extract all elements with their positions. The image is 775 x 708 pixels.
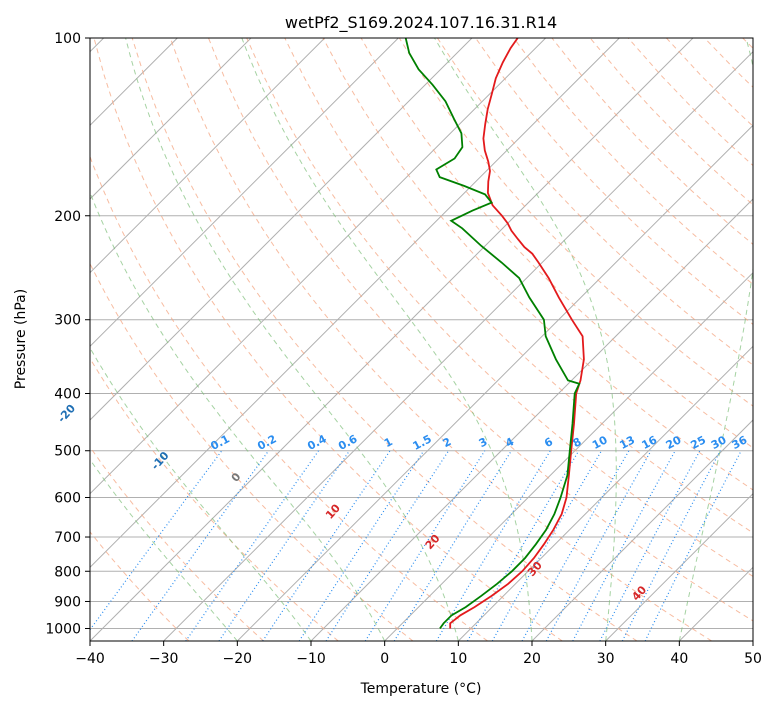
isotherm-gridline xyxy=(384,271,753,641)
mixing-ratio-label: 25 xyxy=(688,433,708,452)
x-tick-label: 20 xyxy=(523,651,541,667)
x-tick-label: 10 xyxy=(449,651,467,667)
dry-adiabat xyxy=(208,38,753,622)
mixing-ratio-label: 36 xyxy=(730,433,750,452)
mixing-ratio-line xyxy=(521,450,630,641)
isotherm-gridline xyxy=(457,345,753,641)
chart-title: wetPf2_S169.2024.107.16.31.R14 xyxy=(285,13,557,33)
x-tick-label: 40 xyxy=(670,651,688,667)
dry-adiabat xyxy=(90,446,264,641)
mixing-ratio-line xyxy=(298,450,425,641)
x-tick-label: 0 xyxy=(380,651,389,667)
dry-adiabat xyxy=(513,38,753,285)
isotherm-gridline xyxy=(605,492,753,641)
background-lines xyxy=(90,38,753,641)
y-tick-label: 600 xyxy=(54,490,81,506)
dry-adiabat xyxy=(398,38,753,407)
mixing-ratio-line xyxy=(218,450,350,641)
temperature-profile xyxy=(449,38,585,629)
isotherm-gridline xyxy=(90,38,326,274)
mixing-ratio-label: 13 xyxy=(617,433,637,452)
mixing-ratio-line xyxy=(572,450,676,641)
mixing-ratio-line xyxy=(262,450,391,641)
dewpoint-profile xyxy=(404,38,581,630)
isotherm-gridline xyxy=(90,38,252,200)
isotherm-gridline xyxy=(90,38,547,495)
dry-adiabat xyxy=(90,262,414,641)
dry-adiabat xyxy=(93,38,563,641)
dry-adiabat xyxy=(131,38,638,641)
y-tick-label: 1000 xyxy=(45,621,81,637)
isotherm-gridline xyxy=(531,419,753,641)
dry-adiabat xyxy=(90,155,488,641)
mixing-ratio-label: 30 xyxy=(709,433,729,452)
mixing-ratio-label: 10 xyxy=(590,433,610,452)
dry-adiabat xyxy=(90,357,339,641)
dry-adiabat xyxy=(284,38,753,534)
isotherm-gridline xyxy=(90,38,694,641)
y-tick-label: 100 xyxy=(54,31,81,47)
line-labels: 0.10.20.40.611.52346810131620253036-100-… xyxy=(55,402,750,604)
dry-adiabat xyxy=(169,38,712,641)
y-tick-label: 700 xyxy=(54,530,81,546)
mixing-ratio-label: 20 xyxy=(664,433,684,452)
x-tick-label: −30 xyxy=(149,651,179,667)
x-tick-label: −40 xyxy=(75,651,105,667)
isotherm-gridline xyxy=(236,124,753,641)
mixing-ratio-line xyxy=(364,450,486,641)
y-tick-label: 300 xyxy=(54,313,81,329)
mixing-ratio-line xyxy=(599,450,701,641)
mixing-ratio-line xyxy=(90,450,223,631)
y-tick-label: 200 xyxy=(54,209,81,225)
x-tick-label: 30 xyxy=(597,651,615,667)
mixing-ratio-label: 16 xyxy=(640,433,660,452)
axis-ticks: −40 −30 −20 −10 0 10 20 30 40 50 1000 900 800 700 600 5… xyxy=(45,31,762,667)
mixing-ratio-line xyxy=(393,450,512,641)
x-tick-label: −20 xyxy=(223,651,253,667)
series-lines xyxy=(404,38,585,630)
isotherm-gridline xyxy=(163,50,753,641)
moist-adiabat xyxy=(125,38,459,641)
mixing-ratio-line xyxy=(131,450,270,641)
y-tick-label: 800 xyxy=(54,564,81,580)
y-tick-label: 400 xyxy=(54,387,81,403)
y-axis-label: Pressure (hPa) xyxy=(13,289,29,389)
dry-adiabat xyxy=(246,38,753,578)
y-tick-label: 900 xyxy=(54,594,81,610)
mixing-ratio-line xyxy=(545,450,652,641)
moist-adiabat xyxy=(434,38,617,641)
isotherm-gridline xyxy=(90,38,399,348)
x-tick-label: 50 xyxy=(744,651,762,667)
moist-adiabat xyxy=(678,38,753,641)
y-tick-label: 500 xyxy=(54,444,81,460)
mixing-ratio-line xyxy=(621,450,721,641)
x-axis-label: Temperature (°C) xyxy=(360,681,482,697)
mixing-ratio-line xyxy=(185,450,320,641)
isotherm-gridline xyxy=(90,38,473,421)
moist-adiabat xyxy=(241,38,533,641)
dry-adiabat xyxy=(90,531,190,641)
plot-frame xyxy=(89,37,754,642)
moist-adiabat xyxy=(90,191,386,641)
moist-adiabat xyxy=(90,458,238,641)
isotherm-gridline xyxy=(90,38,620,569)
x-tick-label: −10 xyxy=(296,651,326,667)
